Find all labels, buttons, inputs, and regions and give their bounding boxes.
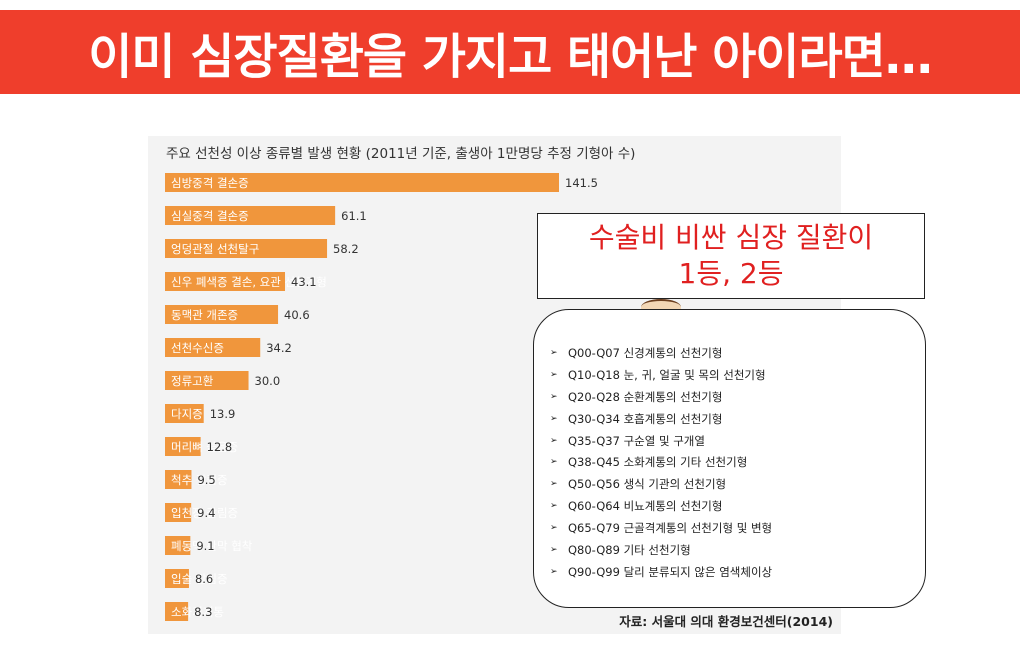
code-list-item: ➢ Q80-Q89 기타 선천기형 — [550, 539, 772, 561]
bar-13 — [165, 602, 189, 621]
code-list-text: Q20-Q28 순환계통의 선천기형 — [568, 389, 723, 404]
code-list-item: ➢ Q65-Q79 근골격계통의 선천기형 및 변형 — [550, 517, 772, 539]
code-list-text: Q10-Q18 눈, 귀, 얼굴 및 목의 선천기형 — [568, 367, 766, 382]
code-list-text: Q60-Q64 비뇨계통의 선천기형 — [568, 499, 723, 514]
code-list-item: ➢ Q20-Q28 순환계통의 선천기형 — [550, 386, 772, 408]
bar-9 — [165, 470, 192, 489]
bar-label-4: 동맥관 개존증 — [171, 308, 238, 322]
code-list-item: ➢ Q90-Q99 달리 분류되지 않은 염색체이상 — [550, 561, 772, 583]
arrow-bullet-icon: ➢ — [550, 479, 558, 490]
bar-label-10: 입천장 갈림증 — [171, 506, 238, 520]
code-list: ➢ Q00-Q07 신경계통의 선천기형 ➢ Q10-Q18 눈, 귀, 얼굴 및 목… — [550, 342, 772, 583]
arrow-bullet-icon: ➢ — [550, 413, 558, 424]
value-label-13: 8.3 — [194, 605, 212, 619]
chart-source: 자료: 서울대 의대 환경보건센터(2014) — [619, 614, 833, 629]
bar-chart: 심방중격 결손증 141.5 심실중격 결손증 61.1 엉덩관절 선천탈구 58.2 신우… — [165, 173, 598, 621]
bar-4 — [165, 305, 279, 324]
callout-line-2: 1등, 2등 — [678, 257, 784, 290]
value-label-6: 30.0 — [255, 374, 281, 388]
code-list-item: ➢ Q50-Q56 생식 기관의 선천기형 — [550, 473, 772, 495]
value-label-11: 9.1 — [196, 539, 214, 553]
value-label-10: 9.4 — [197, 506, 215, 520]
code-list-text: Q80-Q89 기타 선천기형 — [568, 542, 691, 557]
bar-label-3: 신우 폐색증 결손, 요관 선천기형 — [171, 275, 327, 289]
bar-label-6: 정류고환 — [171, 374, 214, 388]
chart-title: 주요 선천성 이상 종류별 발생 현황 (2011년 기준, 출생아 1만명당 … — [166, 146, 636, 162]
bar-label-8: 머리뼈 붙음증 — [171, 440, 238, 454]
callout-box: 수술비 비싼 심장 질환이 1등, 2등 — [537, 213, 925, 299]
code-list-item: ➢ Q30-Q34 호흡계통의 선천기형 — [550, 408, 772, 430]
banner-title: 이미 심장질환을 가지고 태어난 아이라면… — [88, 29, 933, 85]
code-list-text: Q65-Q79 근골격계통의 선천기형 및 변형 — [568, 521, 773, 536]
value-label-3: 43.1 — [291, 275, 317, 289]
bar-label-7: 다지증 — [171, 407, 203, 421]
code-list-item: ➢ Q38-Q45 소화계통의 기타 선천기형 — [550, 451, 772, 473]
code-list-item: ➢ Q35-Q37 구순열 및 구개열 — [550, 430, 772, 452]
code-list-text: Q00-Q07 신경계통의 선천기형 — [568, 345, 723, 360]
bar-7 — [165, 404, 204, 423]
bar-11 — [165, 536, 191, 555]
bar-2 — [165, 239, 328, 258]
arrow-bullet-icon: ➢ — [550, 369, 558, 380]
code-list-text: Q50-Q56 생식 기관의 선천기형 — [568, 477, 727, 492]
value-label-4: 40.6 — [284, 308, 310, 322]
bar-0 — [165, 173, 559, 192]
arrow-bullet-icon: ➢ — [550, 391, 558, 402]
value-label-1: 61.1 — [341, 209, 367, 223]
bar-label-0: 심방중격 결손증 — [171, 176, 249, 190]
bar-label-11: 폐동맥 판막 협착 — [171, 539, 253, 553]
code-list-text: Q38-Q45 소화계통의 기타 선천기형 — [568, 455, 748, 470]
bar-label-9: 척추 갈림증 — [171, 473, 228, 487]
bar-label-2: 엉덩관절 선천탈구 — [171, 242, 259, 256]
bar-3 — [165, 272, 286, 291]
value-label-2: 58.2 — [333, 242, 359, 256]
value-label-8: 12.8 — [207, 440, 233, 454]
bar-12 — [165, 569, 189, 588]
value-label-9: 9.5 — [197, 473, 215, 487]
callout-line-1: 수술비 비싼 심장 질환이 — [588, 221, 874, 254]
bar-label-5: 선천수신증 — [171, 341, 224, 355]
value-label-7: 13.9 — [210, 407, 236, 421]
code-list-text: Q90-Q99 달리 분류되지 않은 염색체이상 — [568, 564, 773, 579]
bar-5 — [165, 338, 261, 357]
bar-8 — [165, 437, 201, 456]
code-list-item: ➢ Q00-Q07 신경계통의 선천기형 — [550, 342, 772, 364]
code-list-item: ➢ Q60-Q64 비뇨계통의 선천기형 — [550, 495, 772, 517]
arrow-bullet-icon: ➢ — [550, 566, 558, 577]
arrow-bullet-icon: ➢ — [550, 435, 558, 446]
bar-6 — [165, 371, 249, 390]
value-label-5: 34.2 — [266, 341, 292, 355]
bar-label-13: 소화기계통 — [171, 605, 224, 619]
bar-label-1: 심실중격 결손증 — [171, 209, 249, 223]
arrow-bullet-icon: ➢ — [550, 501, 558, 512]
value-label-12: 8.6 — [195, 572, 213, 586]
code-list-box: ➢ Q00-Q07 신경계통의 선천기형 ➢ Q10-Q18 눈, 귀, 얼굴 및 목… — [533, 309, 926, 608]
bar-1 — [165, 206, 336, 225]
arrow-bullet-icon: ➢ — [550, 544, 558, 555]
code-list-text: Q35-Q37 구순열 및 구개열 — [568, 433, 705, 448]
arrow-bullet-icon: ➢ — [550, 523, 558, 534]
page-banner: 이미 심장질환을 가지고 태어난 아이라면… — [0, 10, 1020, 94]
arrow-bullet-icon: ➢ — [550, 347, 558, 358]
bar-label-12: 입술 갈림증 — [171, 572, 228, 586]
bar-10 — [165, 503, 192, 522]
value-label-0: 141.5 — [565, 176, 598, 190]
code-list-text: Q30-Q34 호흡계통의 선천기형 — [568, 411, 723, 426]
arrow-bullet-icon: ➢ — [550, 457, 558, 468]
code-list-item: ➢ Q10-Q18 눈, 귀, 얼굴 및 목의 선천기형 — [550, 364, 772, 386]
